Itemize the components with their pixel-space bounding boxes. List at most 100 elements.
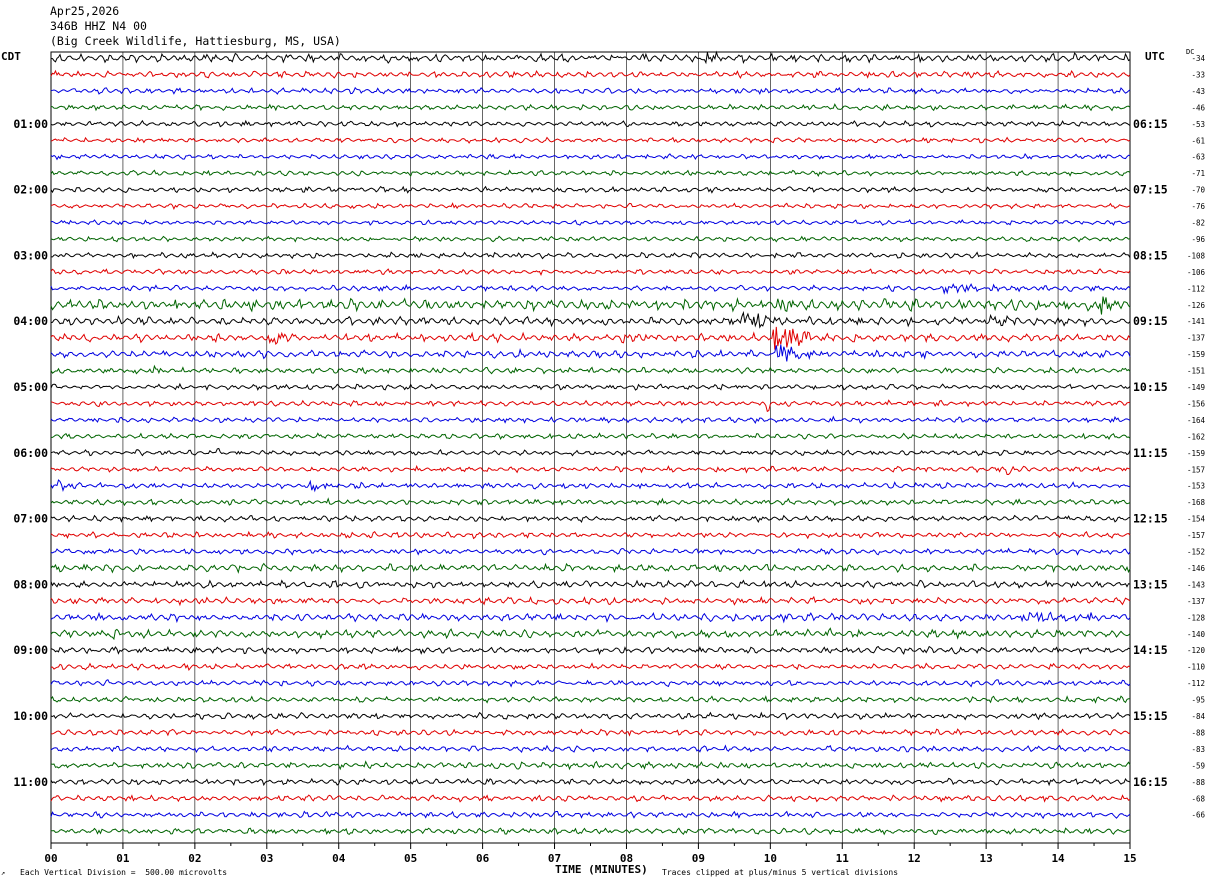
seismic-trace — [50, 627, 1131, 641]
seismic-trace — [50, 611, 1131, 624]
seismic-trace — [50, 326, 1131, 350]
dc-offset-label: -66 — [1191, 811, 1205, 820]
header-date: Apr25,2026 — [50, 4, 120, 18]
dc-offset-label: -140 — [1187, 630, 1206, 639]
seismic-trace — [50, 464, 1131, 475]
right-timezone-label: UTC — [1145, 50, 1165, 63]
seismic-trace — [50, 530, 1131, 540]
seismic-trace — [51, 662, 1131, 671]
dc-offset-label: -154 — [1187, 515, 1206, 524]
seismic-trace — [50, 760, 1131, 771]
seismic-trace — [50, 579, 1131, 589]
dc-offset-label: -141 — [1187, 317, 1205, 326]
seismic-trace — [50, 728, 1131, 737]
x-tick-label: 03 — [260, 852, 273, 865]
x-axis-title: TIME (MINUTES) — [555, 863, 648, 876]
dc-offset-label: -88 — [1191, 728, 1205, 737]
seismic-trace — [50, 547, 1131, 556]
seismic-trace — [50, 794, 1131, 803]
clip-note: Traces clipped at plus/minus 5 vertical … — [662, 868, 899, 877]
seismic-trace — [50, 136, 1131, 144]
dc-offset-label: -149 — [1187, 383, 1205, 392]
dc-offset-label: -146 — [1187, 564, 1206, 573]
header-station: 346B HHZ N4 00 — [50, 19, 147, 33]
x-tick-label: 02 — [188, 852, 201, 865]
dc-offset-label: -33 — [1191, 70, 1205, 79]
dc-offset-label: -137 — [1187, 597, 1205, 606]
x-tick-label: 11 — [836, 852, 850, 865]
dc-offset-label: -96 — [1191, 235, 1205, 244]
seismic-trace — [50, 679, 1131, 688]
dc-offset-label: -82 — [1191, 219, 1205, 228]
dc-offset-label: -61 — [1191, 136, 1205, 145]
seismic-trace — [50, 595, 1131, 607]
dc-offset-label: -128 — [1187, 613, 1206, 622]
seismic-trace — [50, 69, 1131, 79]
seismic-trace — [50, 810, 1131, 820]
dc-offset-label: -153 — [1187, 482, 1205, 491]
seismic-trace — [50, 202, 1131, 211]
plot-frame — [50, 51, 1131, 844]
seismic-trace — [50, 514, 1131, 524]
right-hour-label: 06:15 — [1133, 117, 1168, 131]
dc-offset-label: -46 — [1191, 103, 1205, 112]
dc-offset-label: -70 — [1191, 186, 1205, 195]
seismic-trace — [50, 169, 1131, 178]
left-hour-label: 06:00 — [13, 446, 48, 460]
right-hour-label: 07:15 — [1133, 183, 1168, 197]
left-timezone-label: CDT — [1, 50, 21, 63]
dc-offset-label: -152 — [1187, 548, 1205, 557]
dc-offset-label: -159 — [1187, 449, 1205, 458]
seismic-trace — [50, 310, 1131, 329]
seismic-trace — [50, 562, 1131, 574]
seismic-trace — [51, 251, 1131, 260]
x-tick-label: 07 — [548, 852, 561, 865]
seismic-trace — [50, 86, 1131, 96]
seismic-trace — [50, 497, 1131, 507]
left-hour-label: 11:00 — [13, 775, 48, 789]
dc-offset-label: -110 — [1187, 663, 1206, 672]
x-tick-label: 05 — [404, 852, 417, 865]
seismic-trace — [50, 399, 1131, 413]
dc-offset-label: -43 — [1191, 87, 1205, 96]
seismic-trace — [50, 283, 1131, 295]
seismic-trace — [50, 695, 1131, 704]
x-tick-label: 06 — [476, 852, 490, 865]
dc-offset-label: -126 — [1187, 301, 1206, 310]
seismic-trace — [50, 344, 1131, 362]
seismic-trace — [50, 711, 1131, 721]
seismic-trace — [50, 447, 1131, 457]
seismic-trace — [51, 432, 1131, 441]
x-tick-label: 01 — [116, 852, 130, 865]
right-hour-label: 08:15 — [1133, 248, 1168, 262]
seismic-trace — [50, 382, 1131, 391]
dc-offset-label: -83 — [1191, 745, 1205, 754]
x-tick-label: 04 — [332, 852, 346, 865]
seismic-trace — [50, 479, 1131, 493]
dc-label: DC — [1186, 48, 1195, 56]
right-hour-label: 13:15 — [1133, 577, 1168, 591]
x-tick-label: 14 — [1051, 852, 1065, 865]
left-hour-label: 09:00 — [13, 643, 48, 657]
x-tick-label: 15 — [1123, 852, 1136, 865]
x-tick-label: 08 — [620, 852, 633, 865]
right-hour-label: 16:15 — [1133, 775, 1168, 789]
dc-offset-label: -164 — [1187, 416, 1206, 425]
seismic-trace — [50, 235, 1131, 243]
dc-offset-label: -159 — [1187, 350, 1205, 359]
dc-offset-label: -59 — [1191, 761, 1205, 770]
dc-offset-label: -157 — [1187, 465, 1205, 474]
dc-offset-label: -53 — [1191, 120, 1205, 129]
dc-offset-label: -112 — [1187, 284, 1205, 293]
x-tick-label: 09 — [692, 852, 705, 865]
seismic-trace — [50, 119, 1131, 128]
x-tick-label: 13 — [980, 852, 993, 865]
seismic-trace — [51, 827, 1131, 836]
right-hour-label: 12:15 — [1133, 512, 1168, 526]
dc-offset-label: -34 — [1191, 54, 1205, 63]
dc-offset-label: -168 — [1187, 498, 1206, 507]
dc-offset-label: -120 — [1187, 646, 1206, 655]
seismic-trace — [50, 185, 1131, 194]
dc-offset-label: -157 — [1187, 531, 1205, 540]
